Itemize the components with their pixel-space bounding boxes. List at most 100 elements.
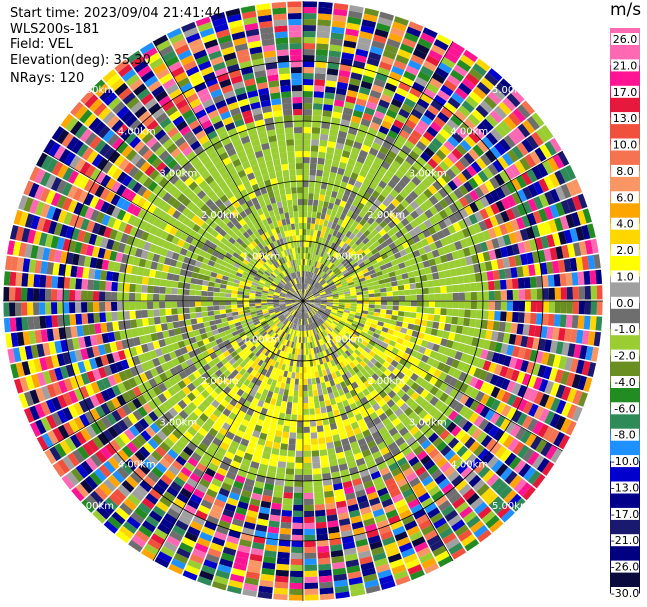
velocity-cell [352,252,359,260]
velocity-cell [355,48,369,58]
velocity-cell [275,569,289,577]
velocity-cell [343,486,355,495]
velocity-cell [231,301,238,305]
velocity-cell [325,349,331,356]
velocity-cell [315,55,328,63]
velocity-cell [516,412,528,426]
velocity-cell [384,477,396,487]
velocity-cell [447,366,457,377]
velocity-cell [581,360,591,376]
velocity-cell [464,538,480,552]
velocity-cell [202,280,209,286]
velocity-cell [464,309,471,318]
velocity-cell [303,198,308,206]
velocity-cell [456,445,468,458]
velocity-cell [243,295,250,299]
velocity-cell [410,210,420,220]
velocity-cell [160,271,168,280]
velocity-cell [390,124,402,135]
velocity-cell [443,140,455,152]
velocity-cell [561,244,570,259]
velocity-cell [473,444,485,457]
velocity-cells [2,0,604,602]
velocity-cell [293,492,303,500]
velocity-cell [321,238,327,245]
velocity-cell [447,97,461,109]
velocity-cell [320,231,325,239]
velocity-cell [393,60,407,71]
velocity-cell [299,366,303,373]
velocity-cell [358,210,366,219]
velocity-cell [464,436,476,449]
velocity-cell [409,425,420,436]
velocity-cell [391,564,407,575]
velocity-cell [342,327,349,333]
velocity-cell [346,410,355,419]
velocity-cell [484,193,495,205]
velocity-cell [448,542,464,555]
velocity-cell [427,280,435,288]
velocity-cell [431,44,446,56]
velocity-cell [546,326,554,340]
velocity-cell [504,268,512,279]
velocity-cell [366,153,376,162]
velocity-cell [388,427,399,437]
velocity-cell [459,156,471,168]
velocity-cell [379,264,387,271]
velocity-cell [350,289,357,294]
velocity-cell [153,286,160,294]
velocity-cell [448,453,460,466]
velocity-cell [51,276,59,289]
velocity-cell [493,280,501,290]
velocity-cell [299,372,303,379]
velocity-cell [306,354,310,361]
velocity-cell [315,236,320,243]
velocity-cell [292,402,298,409]
velocity-cell [308,302,315,306]
velocity-cell [426,341,435,350]
velocity-cell [374,266,382,273]
velocity-cell [477,448,490,461]
velocity-cell [578,301,586,315]
velocity-cell [386,482,399,493]
velocity-cell [518,463,532,478]
velocity-cell [303,67,314,74]
velocity-cell [307,318,311,325]
velocity-cell [332,291,339,295]
velocity-cell [325,436,333,444]
velocity-cell [500,467,513,481]
velocity-cell [514,160,526,174]
velocity-cell [474,501,488,515]
velocity-cell [499,170,511,183]
velocity-cell [273,436,282,444]
velocity-cell [312,205,318,212]
velocity-cell [75,302,82,313]
velocity-cell [308,301,315,303]
velocity-cell [326,304,333,308]
velocity-cell [404,407,414,417]
velocity-cell [318,326,323,333]
velocity-cell [303,204,308,212]
velocity-cell [311,378,317,385]
velocity-cell [354,386,362,395]
velocity-cell [358,500,370,510]
velocity-cell [319,376,325,384]
velocity-cell [489,519,504,534]
velocity-cell [336,192,344,200]
velocity-cell [303,192,309,200]
velocity-cell [414,318,422,326]
velocity-cell [284,480,294,487]
velocity-cell [514,334,523,346]
velocity-cell [540,352,550,365]
velocity-cell [315,377,321,384]
velocity-cell [282,498,293,505]
velocity-cell [519,157,531,171]
velocity-cell [377,357,386,365]
velocity-cell [351,243,358,250]
velocity-cell [340,156,349,164]
velocity-cell [313,103,323,110]
velocity-cell [349,325,357,331]
velocity-cell [395,575,411,586]
velocity-cell [365,353,373,361]
velocity-cell [291,540,303,547]
